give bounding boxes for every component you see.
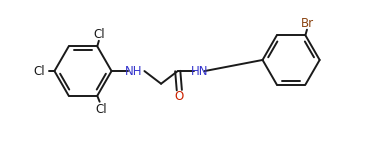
Text: Cl: Cl — [33, 65, 45, 78]
Text: NH: NH — [125, 65, 142, 78]
Text: Cl: Cl — [93, 28, 105, 41]
Text: Cl: Cl — [95, 103, 107, 116]
Text: O: O — [175, 90, 184, 103]
Text: Br: Br — [301, 17, 314, 30]
Text: HN: HN — [191, 65, 208, 78]
